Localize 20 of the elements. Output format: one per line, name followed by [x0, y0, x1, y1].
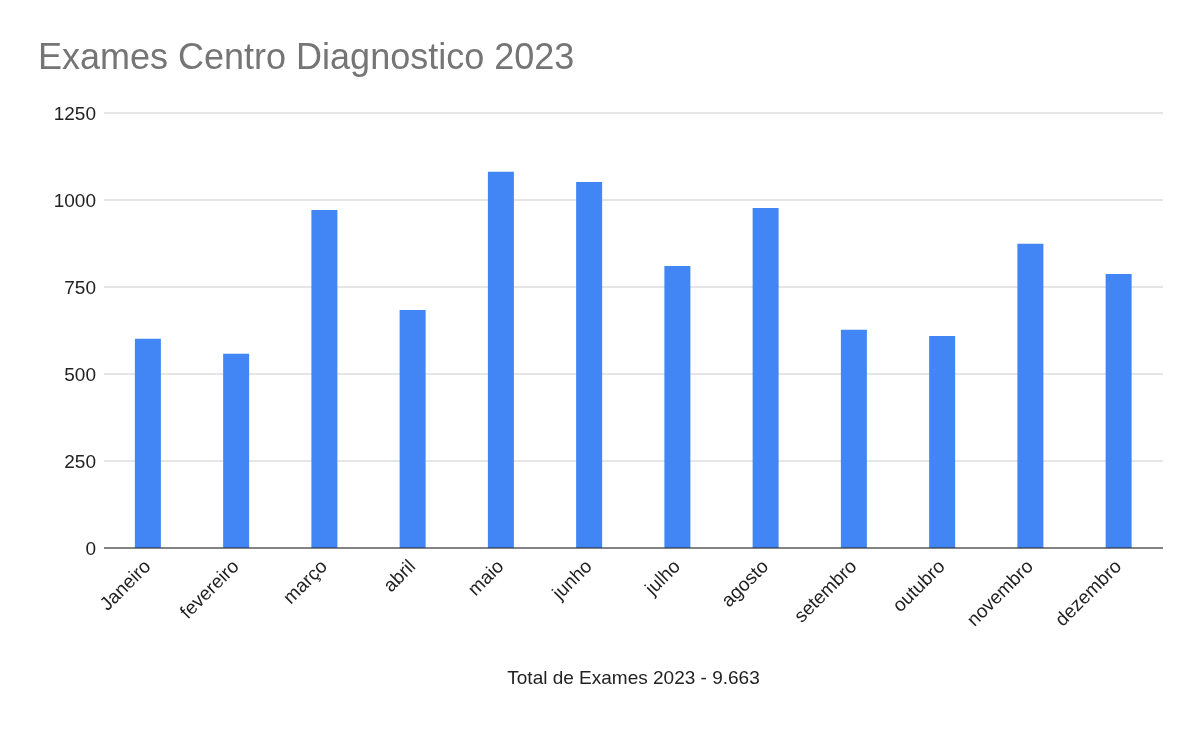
y-tick-label: 1000	[53, 189, 96, 211]
y-tick-label: 1250	[53, 102, 96, 124]
bar	[311, 210, 338, 548]
bar	[664, 266, 691, 548]
bar	[134, 338, 161, 548]
y-tick-label: 0	[85, 537, 96, 559]
y-tick-label: 750	[64, 276, 96, 298]
bar	[399, 309, 426, 548]
bar	[752, 208, 779, 548]
bar	[576, 181, 603, 548]
bar	[223, 353, 250, 548]
bar	[487, 171, 514, 548]
bar	[1017, 243, 1044, 548]
bar	[929, 336, 956, 548]
bar	[1105, 274, 1132, 548]
chart-title: Exames Centro Diagnostico 2023	[38, 36, 575, 78]
y-tick-label: 500	[64, 363, 96, 385]
bar	[840, 329, 867, 548]
x-axis-title: Total de Exames 2023 - 9.663	[507, 667, 760, 688]
y-tick-label: 250	[64, 450, 96, 472]
